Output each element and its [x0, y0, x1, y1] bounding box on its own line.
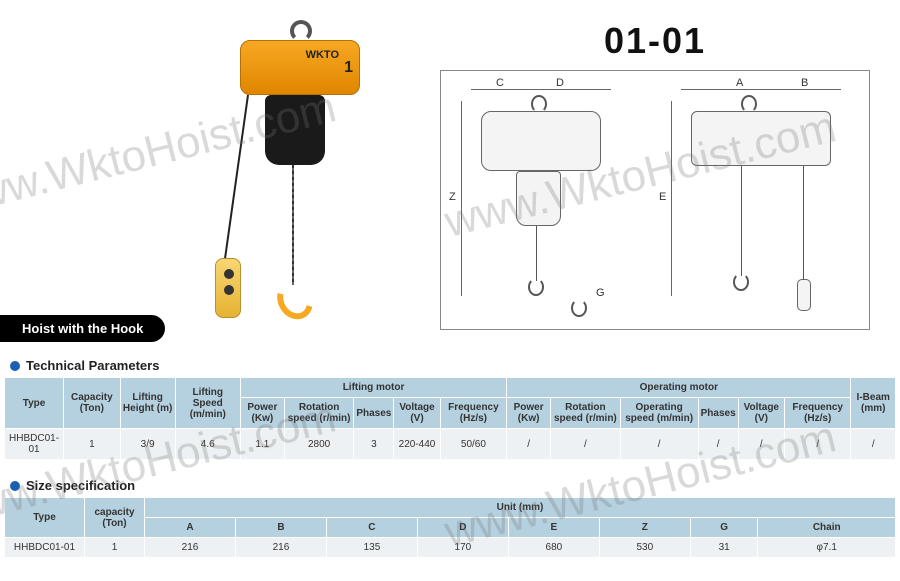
top-hook-icon [290, 20, 312, 42]
hoist-body: WKTO 1 [240, 40, 360, 95]
diagram-side: 01-01 C D A B Z E G [430, 0, 900, 350]
tech-params-table: Type Capacity (Ton) Lifting Height (m) L… [4, 377, 896, 460]
th-lm-phases: Phases [354, 398, 394, 429]
size-spec-title: Size specification [26, 478, 135, 493]
th-chain: Chain [758, 518, 896, 538]
dim-e: E [659, 191, 666, 203]
tech-params-title: Technical Parameters [26, 358, 159, 373]
size-spec-header: Size specification [10, 478, 900, 493]
th-capacity2: capacity (Ton) [85, 498, 145, 538]
schematic-front [481, 111, 601, 171]
tech-params-header: Technical Parameters [10, 358, 900, 373]
schematic-pendant [797, 279, 811, 311]
table-row: HHBDC01-01 1 216 216 135 170 680 530 31 … [5, 538, 896, 558]
th-lm-voltage: Voltage (V) [394, 398, 440, 429]
technical-diagram: C D A B Z E G [440, 70, 870, 330]
dim-g: G [596, 287, 605, 299]
th-om-power: Power (Kw) [507, 398, 551, 429]
top-section: WKTO 1 Hoist with the Hook 01-01 C D A B… [0, 0, 900, 350]
product-photo: WKTO 1 Hoist with the Hook [0, 0, 430, 350]
th-a: A [145, 518, 236, 538]
bullet-icon [10, 361, 20, 371]
th-b: B [235, 518, 326, 538]
th-lm-power: Power (Kw) [240, 398, 284, 429]
th-lm-freq: Frequency (Hz/s) [440, 398, 507, 429]
th-om-phases: Phases [698, 398, 738, 429]
th-operating-motor: Operating motor [507, 378, 851, 398]
pendant-control [215, 258, 241, 318]
th-lm-rot: Rotation speed (r/min) [284, 398, 354, 429]
th-g: G [690, 518, 758, 538]
dim-c: C [496, 77, 504, 89]
th-type: Type [5, 378, 64, 429]
th-lifting-motor: Lifting motor [240, 378, 506, 398]
schematic-tophook-side [741, 95, 757, 113]
th-d: D [417, 518, 508, 538]
schematic-hook-side [733, 273, 749, 291]
hoist-tonnage-label: 1 [344, 59, 353, 77]
chain-bag [265, 95, 325, 165]
th-om-speed: Operating speed (m/min) [620, 398, 698, 429]
th-unit: Unit (mm) [145, 498, 896, 518]
th-c: C [326, 518, 417, 538]
th-lift-speed: Lifting Speed (m/min) [175, 378, 240, 429]
schematic-hook-front [528, 278, 544, 296]
pendant-cable [223, 95, 249, 264]
hoist-brand-label: WKTO [306, 49, 339, 61]
dim-b: B [801, 77, 808, 89]
table-row: HHBDC01-01 1 3/9 4.6 1.1 2800 3 220-440 … [5, 429, 896, 460]
th-lift-height: Lifting Height (m) [120, 378, 175, 429]
th-e: E [508, 518, 599, 538]
schematic-chainbag [516, 171, 561, 226]
size-spec-table: Type capacity (Ton) Unit (mm) A B C D E … [4, 497, 896, 558]
dim-d: D [556, 77, 564, 89]
dim-z: Z [449, 191, 456, 203]
schematic-tophook-front [531, 95, 547, 113]
schematic-detail-hook [571, 299, 587, 317]
schematic-pendant-cable [803, 166, 804, 281]
bullet-icon [10, 481, 20, 491]
schematic-chain-front [536, 226, 537, 281]
chain [292, 165, 294, 285]
dim-a: A [736, 77, 743, 89]
schematic-side [691, 111, 831, 166]
th-capacity: Capacity (Ton) [64, 378, 121, 429]
bottom-hook-icon [270, 274, 319, 326]
th-type2: Type [5, 498, 85, 538]
schematic-chain-side [741, 166, 742, 276]
th-ibeam: I-Beam (mm) [851, 378, 896, 429]
th-om-rot: Rotation speed (r/min) [551, 398, 621, 429]
model-title: 01-01 [440, 20, 870, 62]
th-z: Z [599, 518, 690, 538]
th-om-voltage: Voltage (V) [738, 398, 784, 429]
th-om-freq: Frequency (Hz/s) [784, 398, 851, 429]
product-badge: Hoist with the Hook [0, 315, 165, 342]
